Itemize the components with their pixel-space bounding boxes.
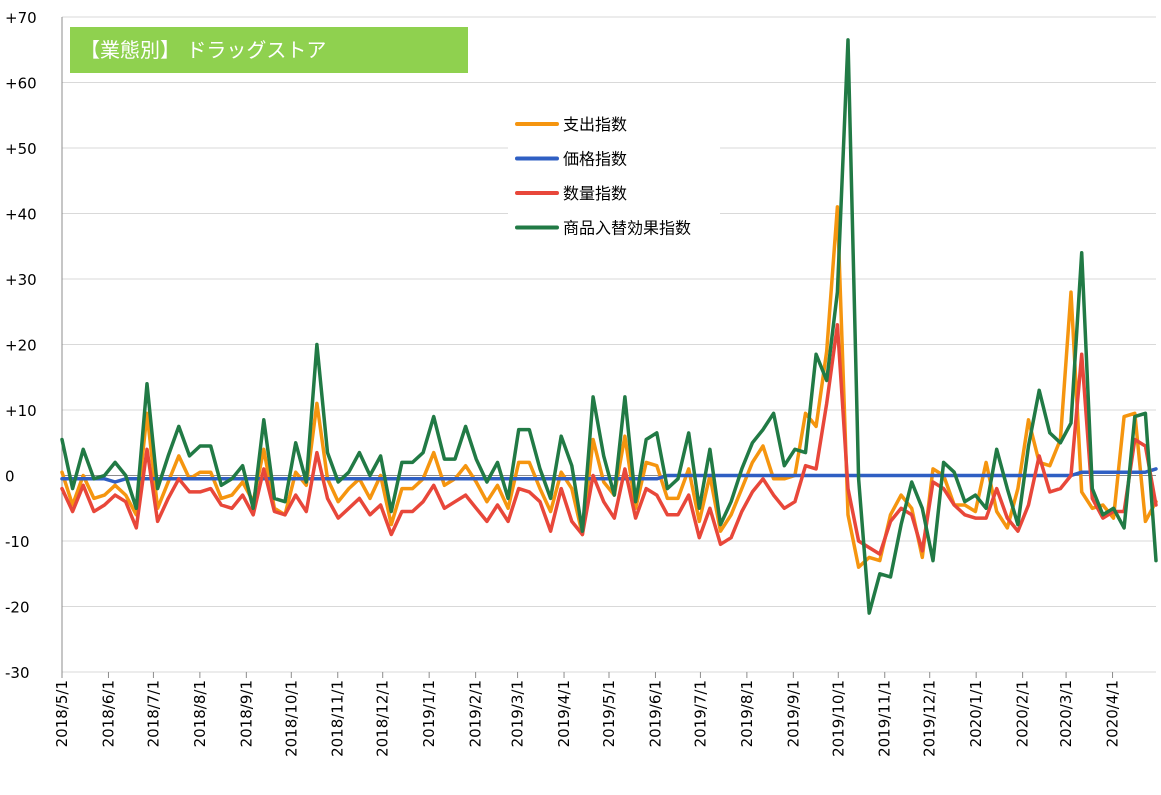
legend-background	[508, 103, 720, 243]
y-tick-label: +70	[5, 9, 37, 27]
x-tick-label: 2019/4/1	[555, 680, 573, 747]
x-tick-label: 2019/7/1	[691, 680, 709, 747]
legend-label: 数量指数	[563, 184, 627, 203]
y-tick-label: +50	[5, 140, 37, 158]
y-tick-label: 0	[5, 468, 15, 486]
x-tick-label: 2019/9/1	[784, 680, 802, 747]
y-tick-label: +10	[5, 402, 37, 420]
series-line-0	[60, 205, 1158, 569]
x-tick-label: 2019/11/1	[876, 680, 894, 757]
x-tick-label: 2020/3/1	[1057, 680, 1075, 747]
x-tick-label: 2019/2/1	[467, 680, 485, 747]
x-tick-label: 2019/8/1	[738, 680, 756, 747]
y-tick-label: +20	[5, 337, 37, 355]
chart-title: 【業態別】 ドラッグストア	[70, 27, 468, 73]
x-tick-label: 2018/11/1	[329, 680, 347, 757]
x-axis: 2018/5/1 2018/6/1 2018/7/1 2018/8/1 2018/9/1…	[53, 672, 1122, 757]
y-tick-label: -30	[5, 664, 30, 682]
x-tick-label: 2018/10/1	[282, 680, 300, 757]
legend-label: 価格指数	[563, 150, 627, 169]
y-tick-label: +40	[5, 206, 37, 224]
x-tick-label: 2018/8/1	[191, 680, 209, 747]
legend-label: 商品入替効果指数	[563, 219, 691, 238]
y-tick-label: -20	[5, 599, 30, 617]
x-tick-label: 2018/9/1	[237, 680, 255, 747]
x-tick-label: 2019/5/1	[600, 680, 618, 747]
x-tick-label: 2018/7/1	[144, 680, 162, 747]
series-lines	[60, 38, 1158, 615]
series-line-3	[60, 38, 1158, 615]
x-tick-label: 2019/12/1	[921, 680, 939, 757]
legend-label: 支出指数	[563, 115, 627, 134]
x-tick-label: 2020/2/1	[1014, 680, 1032, 747]
y-tick-label: +30	[5, 271, 37, 289]
y-tick-label: -10	[5, 533, 30, 551]
y-tick-label: +60	[5, 75, 37, 93]
x-tick-label: 2018/5/1	[53, 680, 71, 747]
y-axis-ticks: +70 +60 +50 +40 +30 +20 +10 0 -10 -20 -30	[5, 9, 37, 682]
x-tick-label: 2018/12/1	[374, 680, 392, 757]
x-tick-label: 2019/6/1	[646, 680, 664, 747]
x-tick-label: 2020/4/1	[1104, 680, 1122, 747]
x-tick-label: 2019/3/1	[509, 680, 527, 747]
series-line-2	[60, 323, 1158, 556]
x-tick-label: 2018/6/1	[99, 680, 117, 747]
x-tick-label: 2019/1/1	[420, 680, 438, 747]
x-tick-label: 2020/1/1	[967, 680, 985, 747]
x-tick-label: 2019/10/1	[829, 680, 847, 757]
